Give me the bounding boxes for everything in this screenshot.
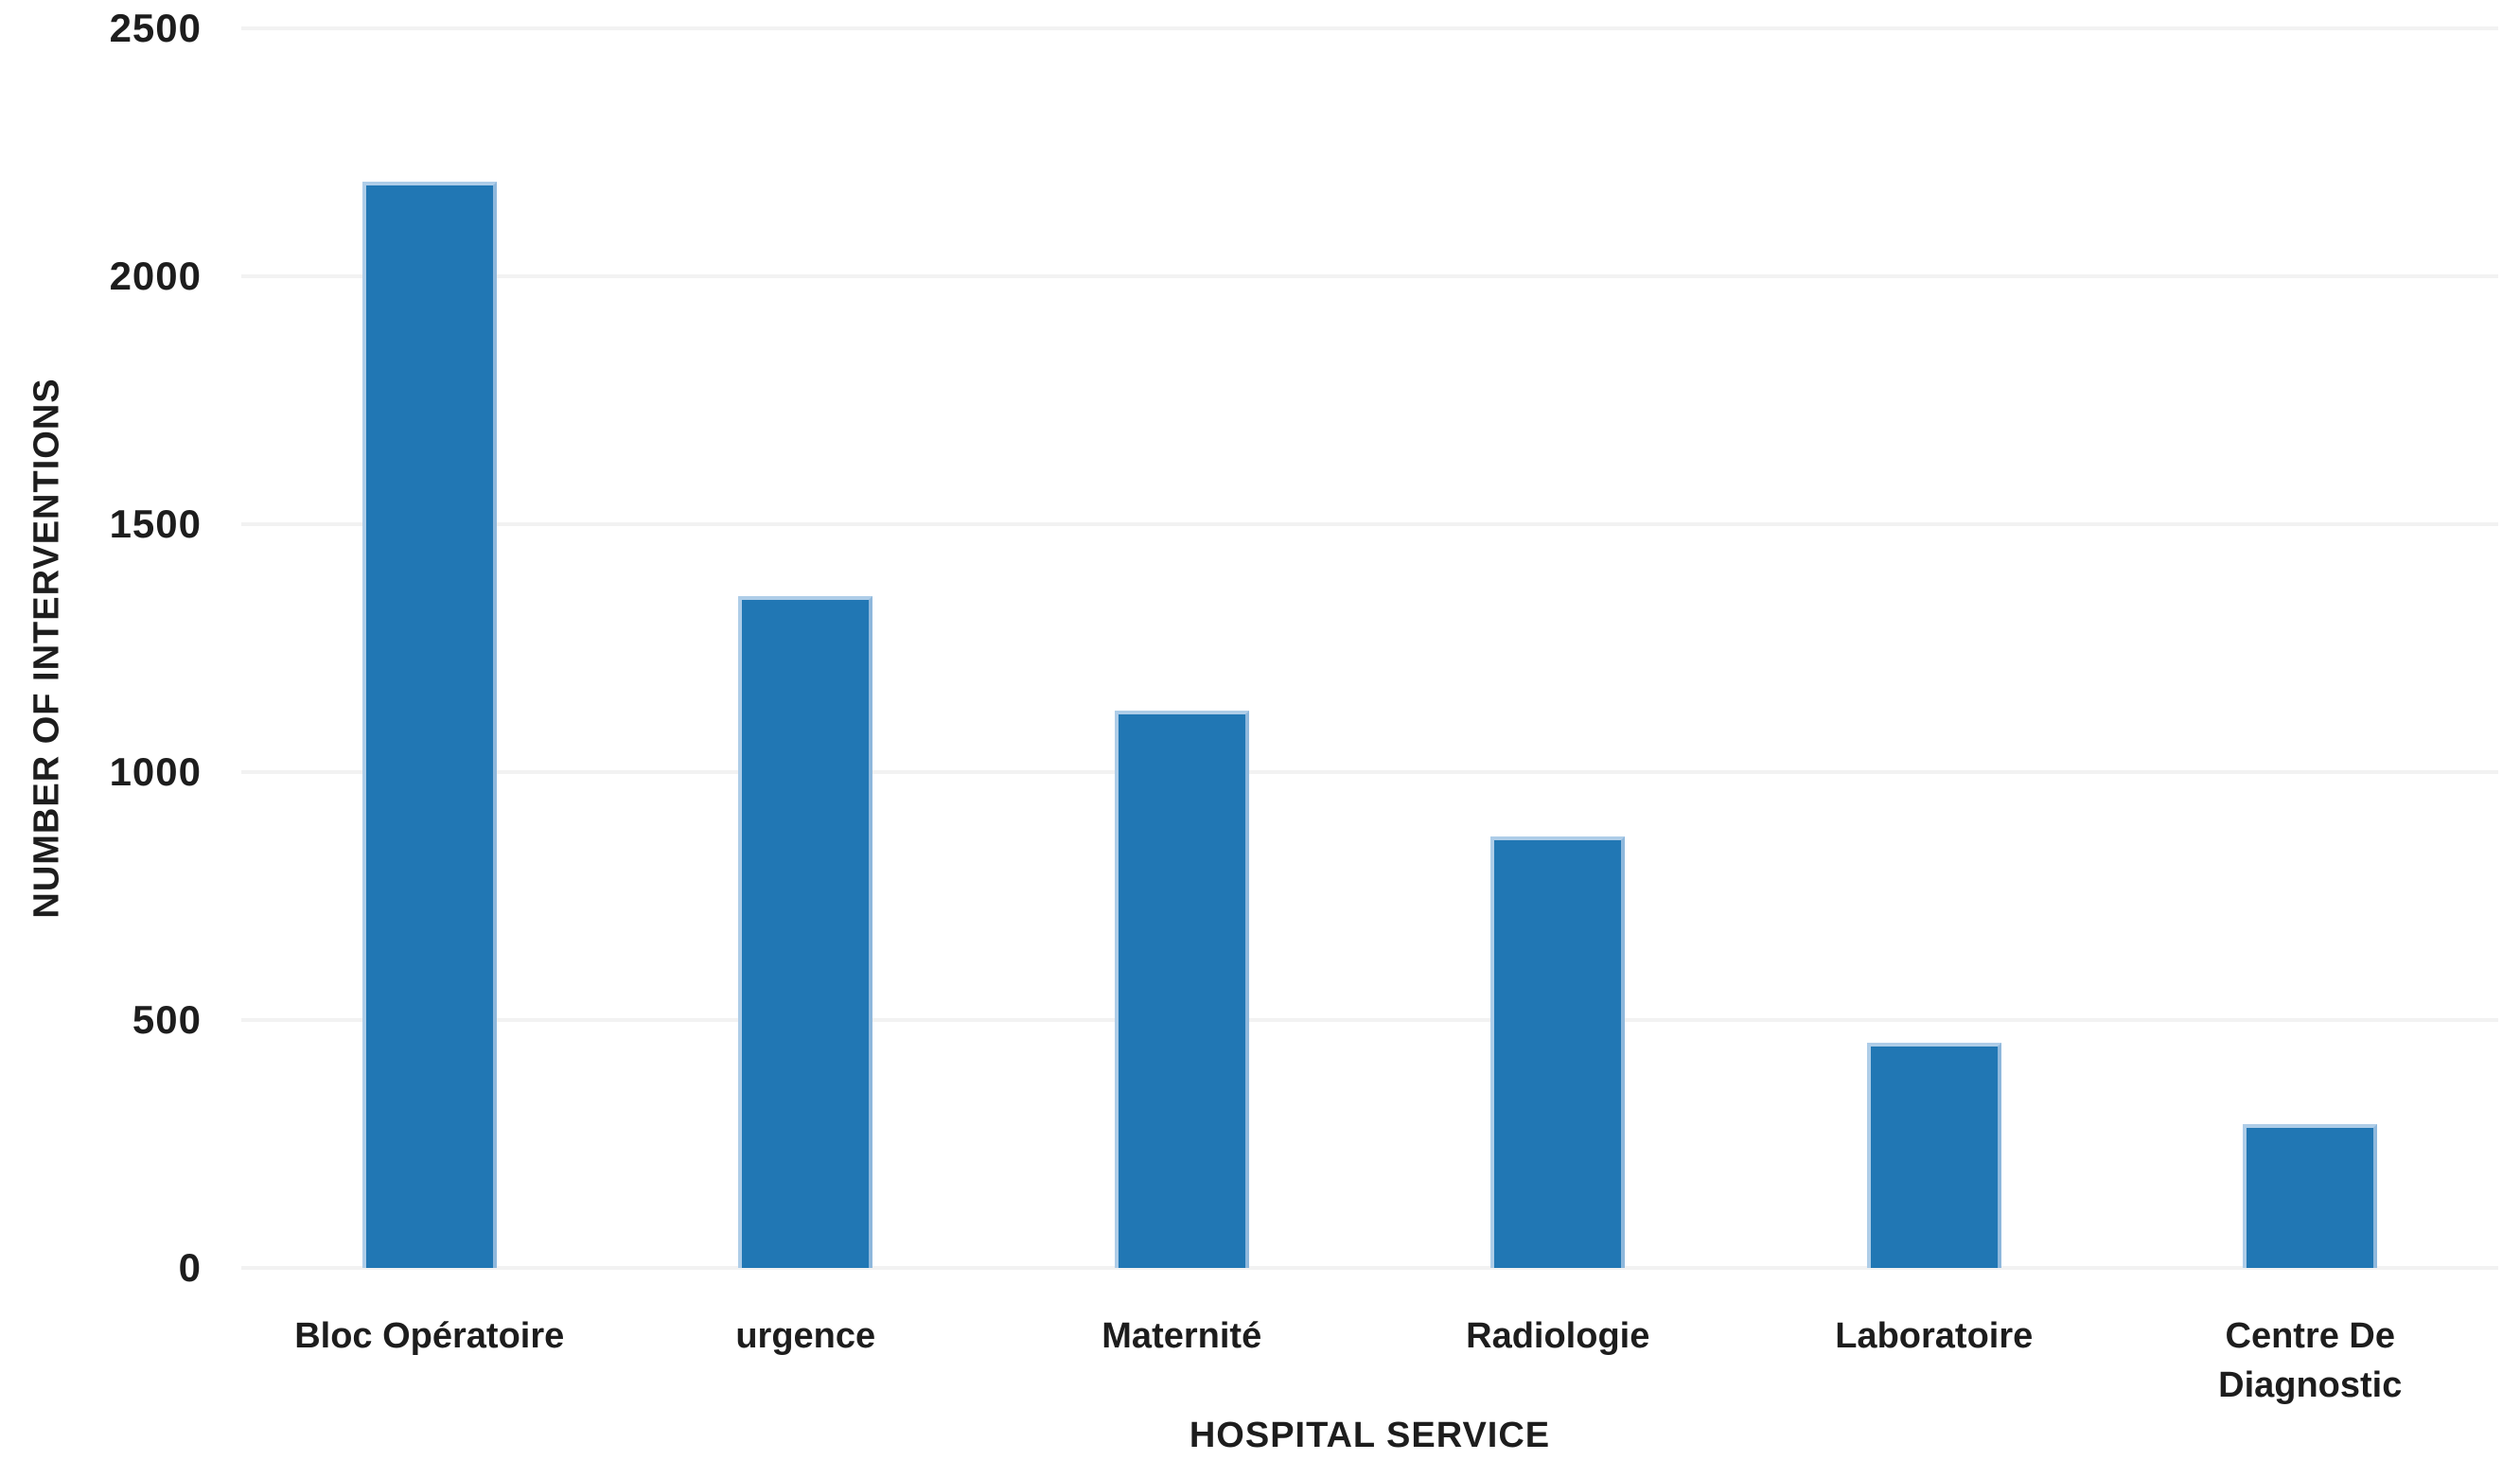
x-axis-title: HOSPITAL SERVICE xyxy=(1189,1416,1551,1455)
bar-slot xyxy=(241,28,618,1268)
plot-area xyxy=(241,26,2498,1270)
bar-1 xyxy=(361,182,497,1268)
x-tick-label-text: Bloc Opératoire xyxy=(294,1316,565,1356)
x-tick-label-text: Laboratoire xyxy=(1835,1316,2034,1356)
bar-4 xyxy=(1490,836,1626,1268)
y-axis-title: NUMBER OF INTERVENTIONS xyxy=(26,378,67,919)
y-tick-label: 1500 xyxy=(109,501,202,546)
gridline xyxy=(241,1266,2498,1270)
y-tick-label: 500 xyxy=(132,997,202,1042)
y-tick-label: 2500 xyxy=(109,6,202,50)
x-tick-label: Bloc Opératoire xyxy=(241,1311,618,1410)
x-tick-label: Maternité xyxy=(994,1311,1370,1410)
bar-slot xyxy=(994,28,1370,1268)
y-tick-label: 0 xyxy=(178,1245,202,1290)
gridline xyxy=(241,770,2498,774)
x-tick-label-text: Radiologie xyxy=(1466,1316,1650,1356)
gridline xyxy=(241,26,2498,30)
bar-slot xyxy=(618,28,995,1268)
x-tick-label-text: Maternité xyxy=(1101,1316,1262,1356)
bar-6 xyxy=(2243,1124,2378,1268)
x-tick-label-text: urgence xyxy=(735,1316,876,1356)
bar-3 xyxy=(1114,710,1249,1268)
bar-slot xyxy=(1370,28,1747,1268)
bar-slot xyxy=(2123,28,2499,1268)
bar-slot xyxy=(1746,28,2123,1268)
gridline xyxy=(241,1018,2498,1022)
x-tick-label-text: Centre De Diagnostic xyxy=(2218,1316,2403,1405)
bar-2 xyxy=(738,595,873,1268)
gridline xyxy=(241,522,2498,526)
gridline xyxy=(241,274,2498,278)
x-tick-label: Centre De Diagnostic xyxy=(2123,1311,2499,1410)
x-tick-label: Radiologie xyxy=(1370,1311,1747,1410)
bars-row xyxy=(241,28,2498,1268)
x-tick-label: urgence xyxy=(618,1311,995,1410)
x-tick-label: Laboratoire xyxy=(1746,1311,2123,1410)
bar-5 xyxy=(1866,1042,2001,1268)
y-tick-label: 1000 xyxy=(109,749,202,794)
y-tick-label: 2000 xyxy=(109,254,202,298)
x-labels-row: Bloc Opératoire urgence Maternité Radiologi… xyxy=(241,1311,2498,1410)
